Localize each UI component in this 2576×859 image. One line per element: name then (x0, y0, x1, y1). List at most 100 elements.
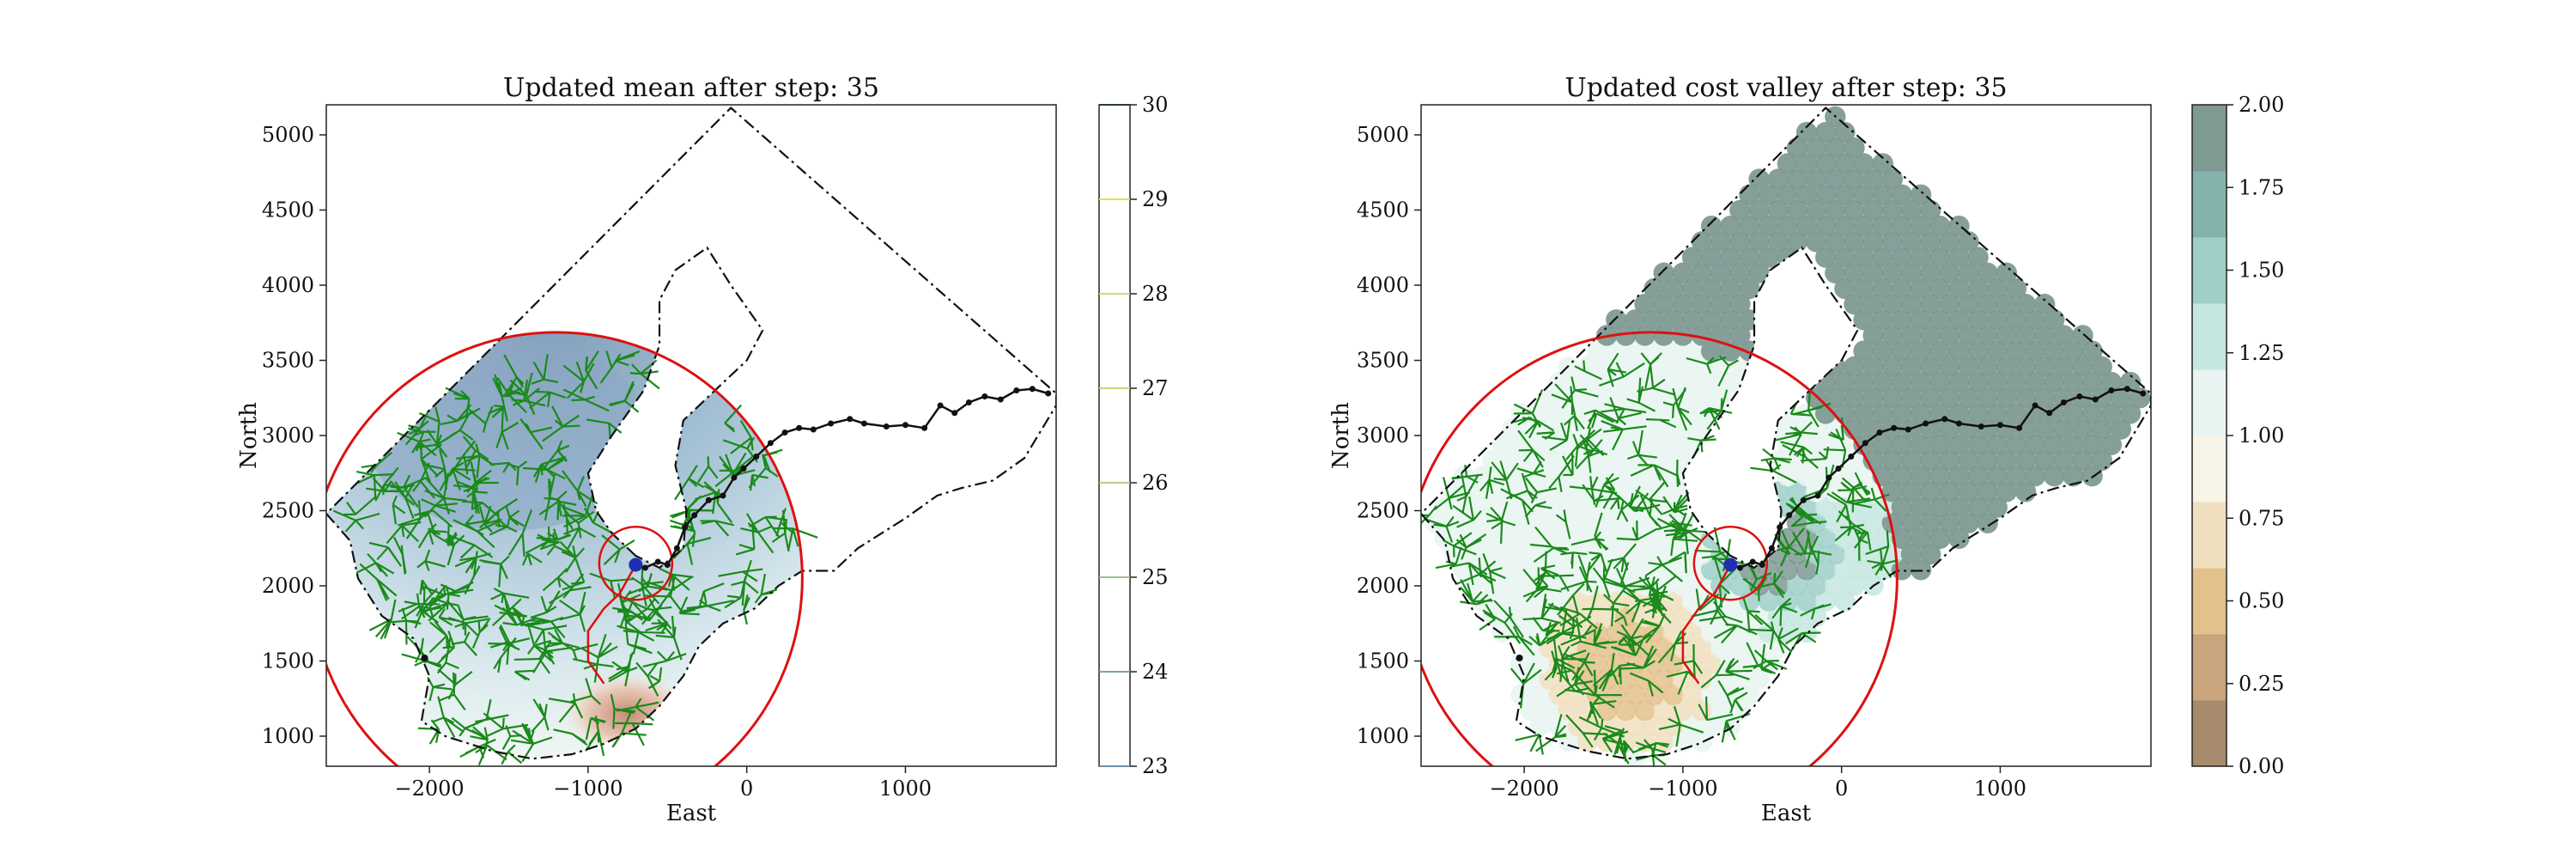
cost-cell (2044, 309, 2065, 331)
tree-branch (640, 359, 658, 375)
tree-branch (1455, 546, 1462, 564)
tree-branch (484, 405, 494, 424)
cost-cell (1710, 231, 1732, 253)
tree-branch (440, 419, 458, 426)
tree-branch (1649, 498, 1654, 516)
path-waypoint (1786, 512, 1793, 519)
tree-branch (757, 526, 772, 533)
tree-branch (1574, 365, 1585, 372)
tree-branch (1504, 622, 1522, 644)
tree-branch (1555, 514, 1567, 523)
cost-cell (1853, 403, 1874, 424)
tree-branch (1668, 514, 1680, 525)
tree-branch (707, 456, 710, 466)
tree-branch (551, 405, 564, 428)
tree-branch (419, 438, 431, 443)
tree-branch (556, 440, 563, 451)
tree-branch (554, 629, 563, 644)
tree-branch (611, 353, 622, 369)
tree-branch (1617, 417, 1627, 426)
tree-branch (1527, 490, 1538, 499)
cost-cell (1567, 715, 1589, 737)
tree-branch (1810, 608, 1816, 620)
tree-branch (424, 549, 431, 562)
tree-branch (1818, 451, 1827, 460)
tree-branch (1619, 562, 1630, 587)
colorbar-level (2192, 369, 2227, 436)
cost-cell (1967, 434, 1989, 455)
tree-branch (463, 440, 477, 456)
cost-cell (1558, 512, 1580, 533)
tree-branch (1706, 410, 1722, 430)
tree-branch (1754, 613, 1775, 631)
cost-cell (1748, 262, 1770, 283)
cost-cell (1844, 199, 1865, 222)
tree-branch (1856, 531, 1868, 535)
tree-branch (1563, 415, 1576, 426)
tree-branch (1577, 554, 1589, 579)
cost-cell (1625, 340, 1646, 362)
path-waypoint (2046, 410, 2053, 417)
cost-cell (1910, 215, 1932, 237)
colorbar-tick-label: 24 (1142, 660, 1169, 684)
tree-branch (1879, 549, 1884, 564)
tree-branch (1603, 477, 1619, 486)
tree-branch (562, 414, 580, 428)
tree-branch (473, 544, 494, 558)
tree-branch (1800, 607, 1815, 617)
tree-branch (1521, 472, 1529, 491)
cost-cell (2053, 325, 2075, 346)
tree-branch (734, 456, 753, 472)
cost-cell (1977, 512, 1998, 533)
tree-branch (397, 431, 420, 443)
cost-cell (2100, 371, 2123, 393)
cost-cell (1996, 293, 2018, 315)
tree-branch (1489, 570, 1506, 580)
tree-branch (666, 653, 687, 662)
cost-cell (1872, 309, 1893, 331)
cost-cell (1929, 434, 1951, 455)
tree-branch (1612, 429, 1624, 451)
cost-cell (1720, 215, 1741, 237)
tree-branch (1753, 660, 1767, 670)
tree-branch (568, 573, 585, 592)
cost-cell (1872, 371, 1893, 393)
tree-branch (444, 584, 450, 594)
tree-branch (472, 726, 489, 740)
tree-branch (550, 616, 564, 623)
tree-branch (1618, 635, 1628, 645)
tree-branch (540, 595, 548, 613)
tree-branch (418, 441, 437, 457)
tree-branch (1870, 487, 1876, 500)
tree-branch (418, 412, 440, 423)
cost-cell (1919, 356, 1941, 378)
cost-cell (1939, 356, 1960, 378)
tree-branch (1482, 553, 1492, 572)
tree-branch (426, 511, 436, 536)
tree-branch (771, 532, 786, 543)
tree-branch (502, 622, 518, 626)
tree-branch (1635, 741, 1653, 750)
tree-branch (1717, 679, 1728, 696)
cost-cell (1739, 590, 1760, 612)
tree-branch (1540, 567, 1556, 580)
tree-branch (1684, 528, 1703, 542)
x-tick-label: −1000 (553, 777, 623, 801)
y-tick-label: 3000 (1357, 423, 1409, 448)
cost-cell (1910, 559, 1932, 581)
colorbar-tick-label: 2.00 (2239, 93, 2284, 117)
cost-cell (1615, 512, 1637, 533)
tree-branch (533, 644, 554, 655)
tree-branch (408, 424, 421, 430)
cost-cell (1929, 215, 1951, 237)
tree-branch (376, 451, 392, 466)
cost-cell (1834, 153, 1856, 174)
tree-branch (1643, 619, 1661, 627)
tree-branch (756, 531, 775, 554)
tree-branch (1468, 562, 1488, 576)
tree-branch (1555, 734, 1567, 739)
tree-branch (477, 619, 481, 633)
cost-cell (2044, 371, 2065, 393)
tree-branch (1529, 543, 1552, 548)
cost-cell (2005, 403, 2027, 424)
